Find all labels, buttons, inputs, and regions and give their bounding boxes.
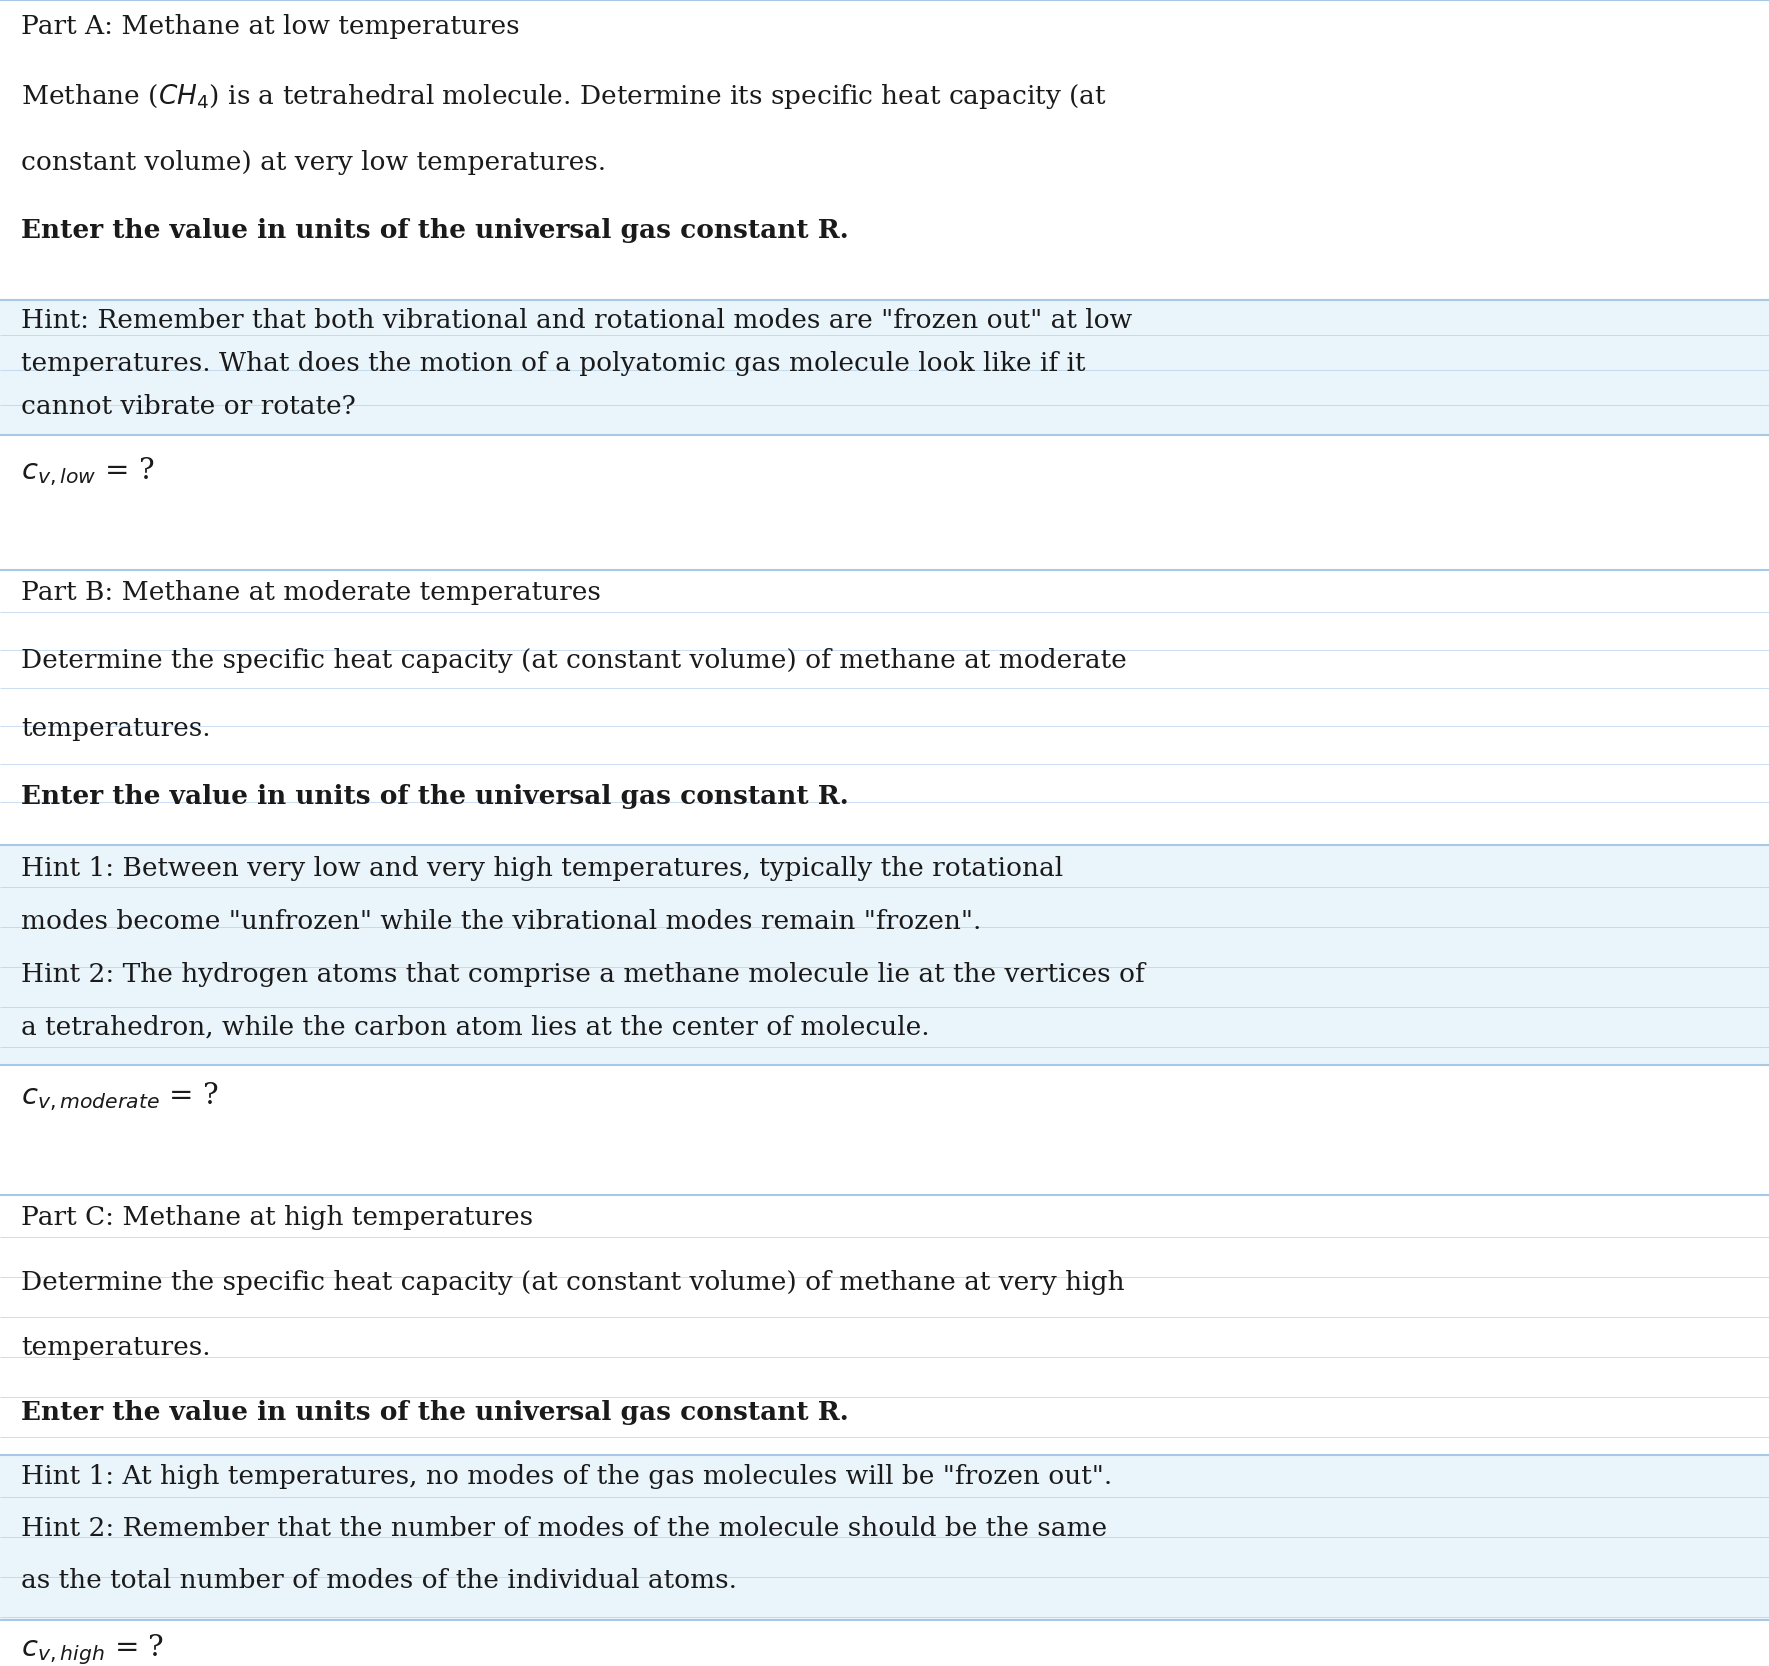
Text: Hint 1: At high temperatures, no modes of the gas molecules will be "frozen out": Hint 1: At high temperatures, no modes o… [21,1464,1113,1489]
Text: a tetrahedron, while the carbon atom lies at the center of molecule.: a tetrahedron, while the carbon atom lie… [21,1015,930,1040]
Text: Hint: Remember that both vibrational and rotational modes are "frozen out" at lo: Hint: Remember that both vibrational and… [21,308,1132,333]
Text: $c_{v,high}$ = ?: $c_{v,high}$ = ? [21,1633,165,1666]
Text: Hint 1: Between very low and very high temperatures, typically the rotational: Hint 1: Between very low and very high t… [21,856,1063,881]
Text: Part B: Methane at moderate temperatures: Part B: Methane at moderate temperatures [21,580,601,605]
Bar [0,1195,1769,1454]
Text: Part C: Methane at high temperatures: Part C: Methane at high temperatures [21,1205,532,1230]
Text: modes become "unfrozen" while the vibrational modes remain "frozen".: modes become "unfrozen" while the vibrat… [21,910,982,935]
Bar [0,1619,1769,1666]
Bar [0,570,1769,845]
Bar [0,1454,1769,1619]
Text: temperatures.: temperatures. [21,1334,211,1359]
Bar [0,845,1769,1065]
Bar [0,0,1769,300]
Text: cannot vibrate or rotate?: cannot vibrate or rotate? [21,393,356,420]
Text: $c_{v,moderate}$ = ?: $c_{v,moderate}$ = ? [21,1080,219,1113]
Text: as the total number of modes of the individual atoms.: as the total number of modes of the indi… [21,1568,738,1593]
Text: Hint 2: The hydrogen atoms that comprise a methane molecule lie at the vertices : Hint 2: The hydrogen atoms that comprise… [21,961,1145,986]
Text: Part A: Methane at low temperatures: Part A: Methane at low temperatures [21,13,520,38]
Bar [0,1065,1769,1195]
Text: Determine the specific heat capacity (at constant volume) of methane at moderate: Determine the specific heat capacity (at… [21,648,1127,673]
Text: Determine the specific heat capacity (at constant volume) of methane at very hig: Determine the specific heat capacity (at… [21,1269,1125,1294]
Text: Hint 2: Remember that the number of modes of the molecule should be the same: Hint 2: Remember that the number of mode… [21,1516,1107,1541]
Text: Methane ($\mathit{CH_4}$) is a tetrahedral molecule. Determine its specific heat: Methane ($\mathit{CH_4}$) is a tetrahedr… [21,82,1107,112]
Text: Enter the value in units of the universal gas constant R.: Enter the value in units of the universa… [21,218,849,243]
Text: constant volume) at very low temperatures.: constant volume) at very low temperature… [21,150,607,175]
Bar [0,300,1769,435]
Text: Enter the value in units of the universal gas constant R.: Enter the value in units of the universa… [21,785,849,810]
Text: temperatures.: temperatures. [21,716,211,741]
Bar [0,435,1769,570]
Text: Enter the value in units of the universal gas constant R.: Enter the value in units of the universa… [21,1399,849,1424]
Text: temperatures. What does the motion of a polyatomic gas molecule look like if it: temperatures. What does the motion of a … [21,352,1086,377]
Text: $c_{v,low}$ = ?: $c_{v,low}$ = ? [21,455,154,488]
